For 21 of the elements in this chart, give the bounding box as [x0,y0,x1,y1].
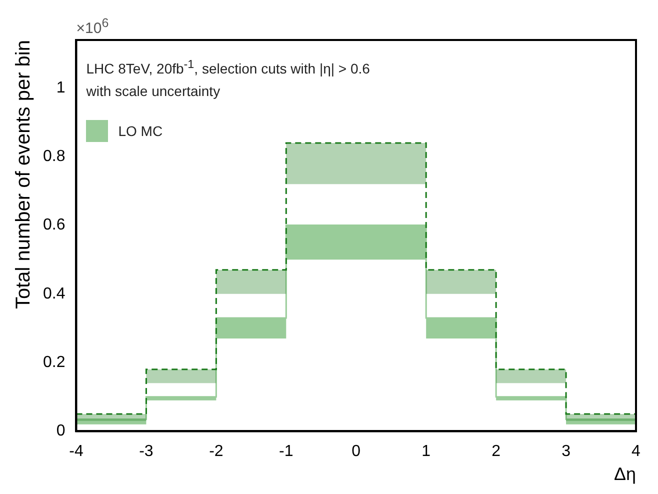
x-tick-label: -1 [279,443,294,460]
x-tick-label: 2 [492,443,501,460]
y-tick-label: 0.6 [42,216,66,234]
x-tick-label: -2 [209,443,224,460]
y-tick-label: 0.4 [42,285,66,302]
legend-label: LO MC [118,122,163,141]
text: ×10$^{6}$ [76,16,109,37]
annotation: LHC 8TeV, 20fb$^{-1}$, selection cuts with |η| > 0.6 [86,57,370,79]
x-tick-label: 3 [562,443,571,460]
annotation: with scale uncertainty [86,82,222,101]
x-tick-label: -3 [139,443,154,460]
x-tick-label: 0 [352,443,361,460]
x-tick-label: 4 [632,443,641,460]
x-tick-label: 1 [422,443,431,460]
x-tick-label: -4 [69,443,84,460]
y-tick-label: 0.2 [42,354,66,371]
y-tick-label: 0.8 [42,148,66,166]
y-axis-title: Total number of events per bin [12,40,35,310]
x-axis-title: Δη [614,464,636,484]
y-tick-label: 1 [56,79,66,96]
y-tick-label: 0 [56,422,66,440]
